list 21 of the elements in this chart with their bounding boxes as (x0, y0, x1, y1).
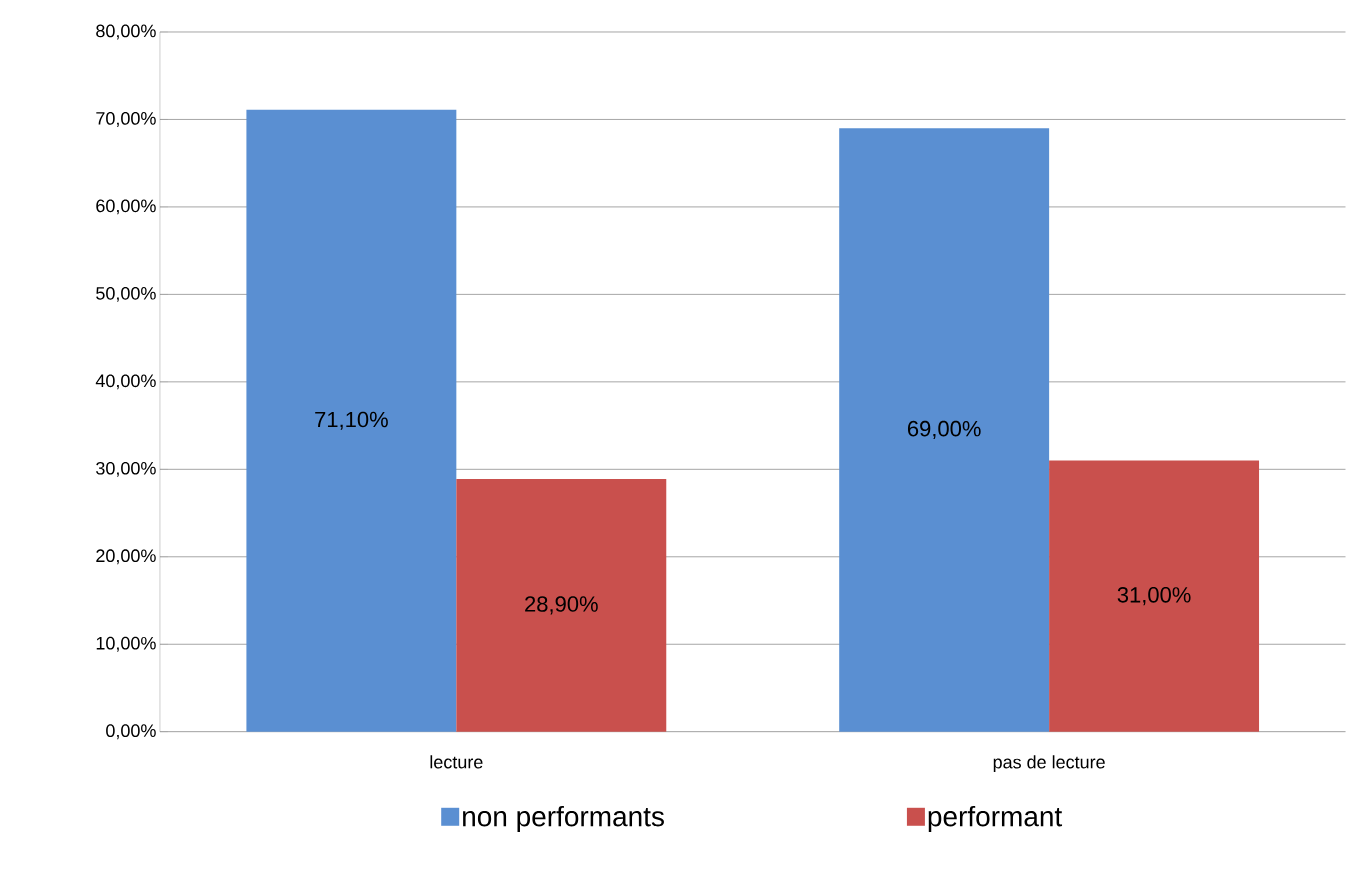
legend-label: non performants (463, 806, 664, 833)
y-tick-label: 0,00% (106, 724, 156, 740)
y-tick-label: 20,00% (96, 549, 156, 565)
y-tick-label: 30,00% (96, 462, 156, 477)
y-tick-label: 80,00% (96, 24, 156, 40)
x-tick-label: pas de lecture (993, 755, 1105, 773)
y-tick-label: 60,00% (96, 199, 156, 215)
bar (456, 479, 667, 732)
bar (246, 109, 457, 732)
bar (839, 128, 1050, 732)
data-label: 69,00% (907, 421, 981, 440)
data-label: 71,10% (315, 411, 388, 431)
data-label: 31,00% (1117, 587, 1191, 606)
y-tick-label: 70,00% (96, 112, 156, 128)
x-tick-label: lecture (430, 755, 483, 769)
data-label: 28,90% (525, 596, 598, 615)
y-tick-label: 10,00% (96, 636, 156, 652)
legend-label: performant (928, 806, 1063, 833)
y-tick-label: 50,00% (96, 287, 156, 302)
y-tick-label: 40,00% (95, 374, 156, 390)
bar (1049, 460, 1260, 732)
